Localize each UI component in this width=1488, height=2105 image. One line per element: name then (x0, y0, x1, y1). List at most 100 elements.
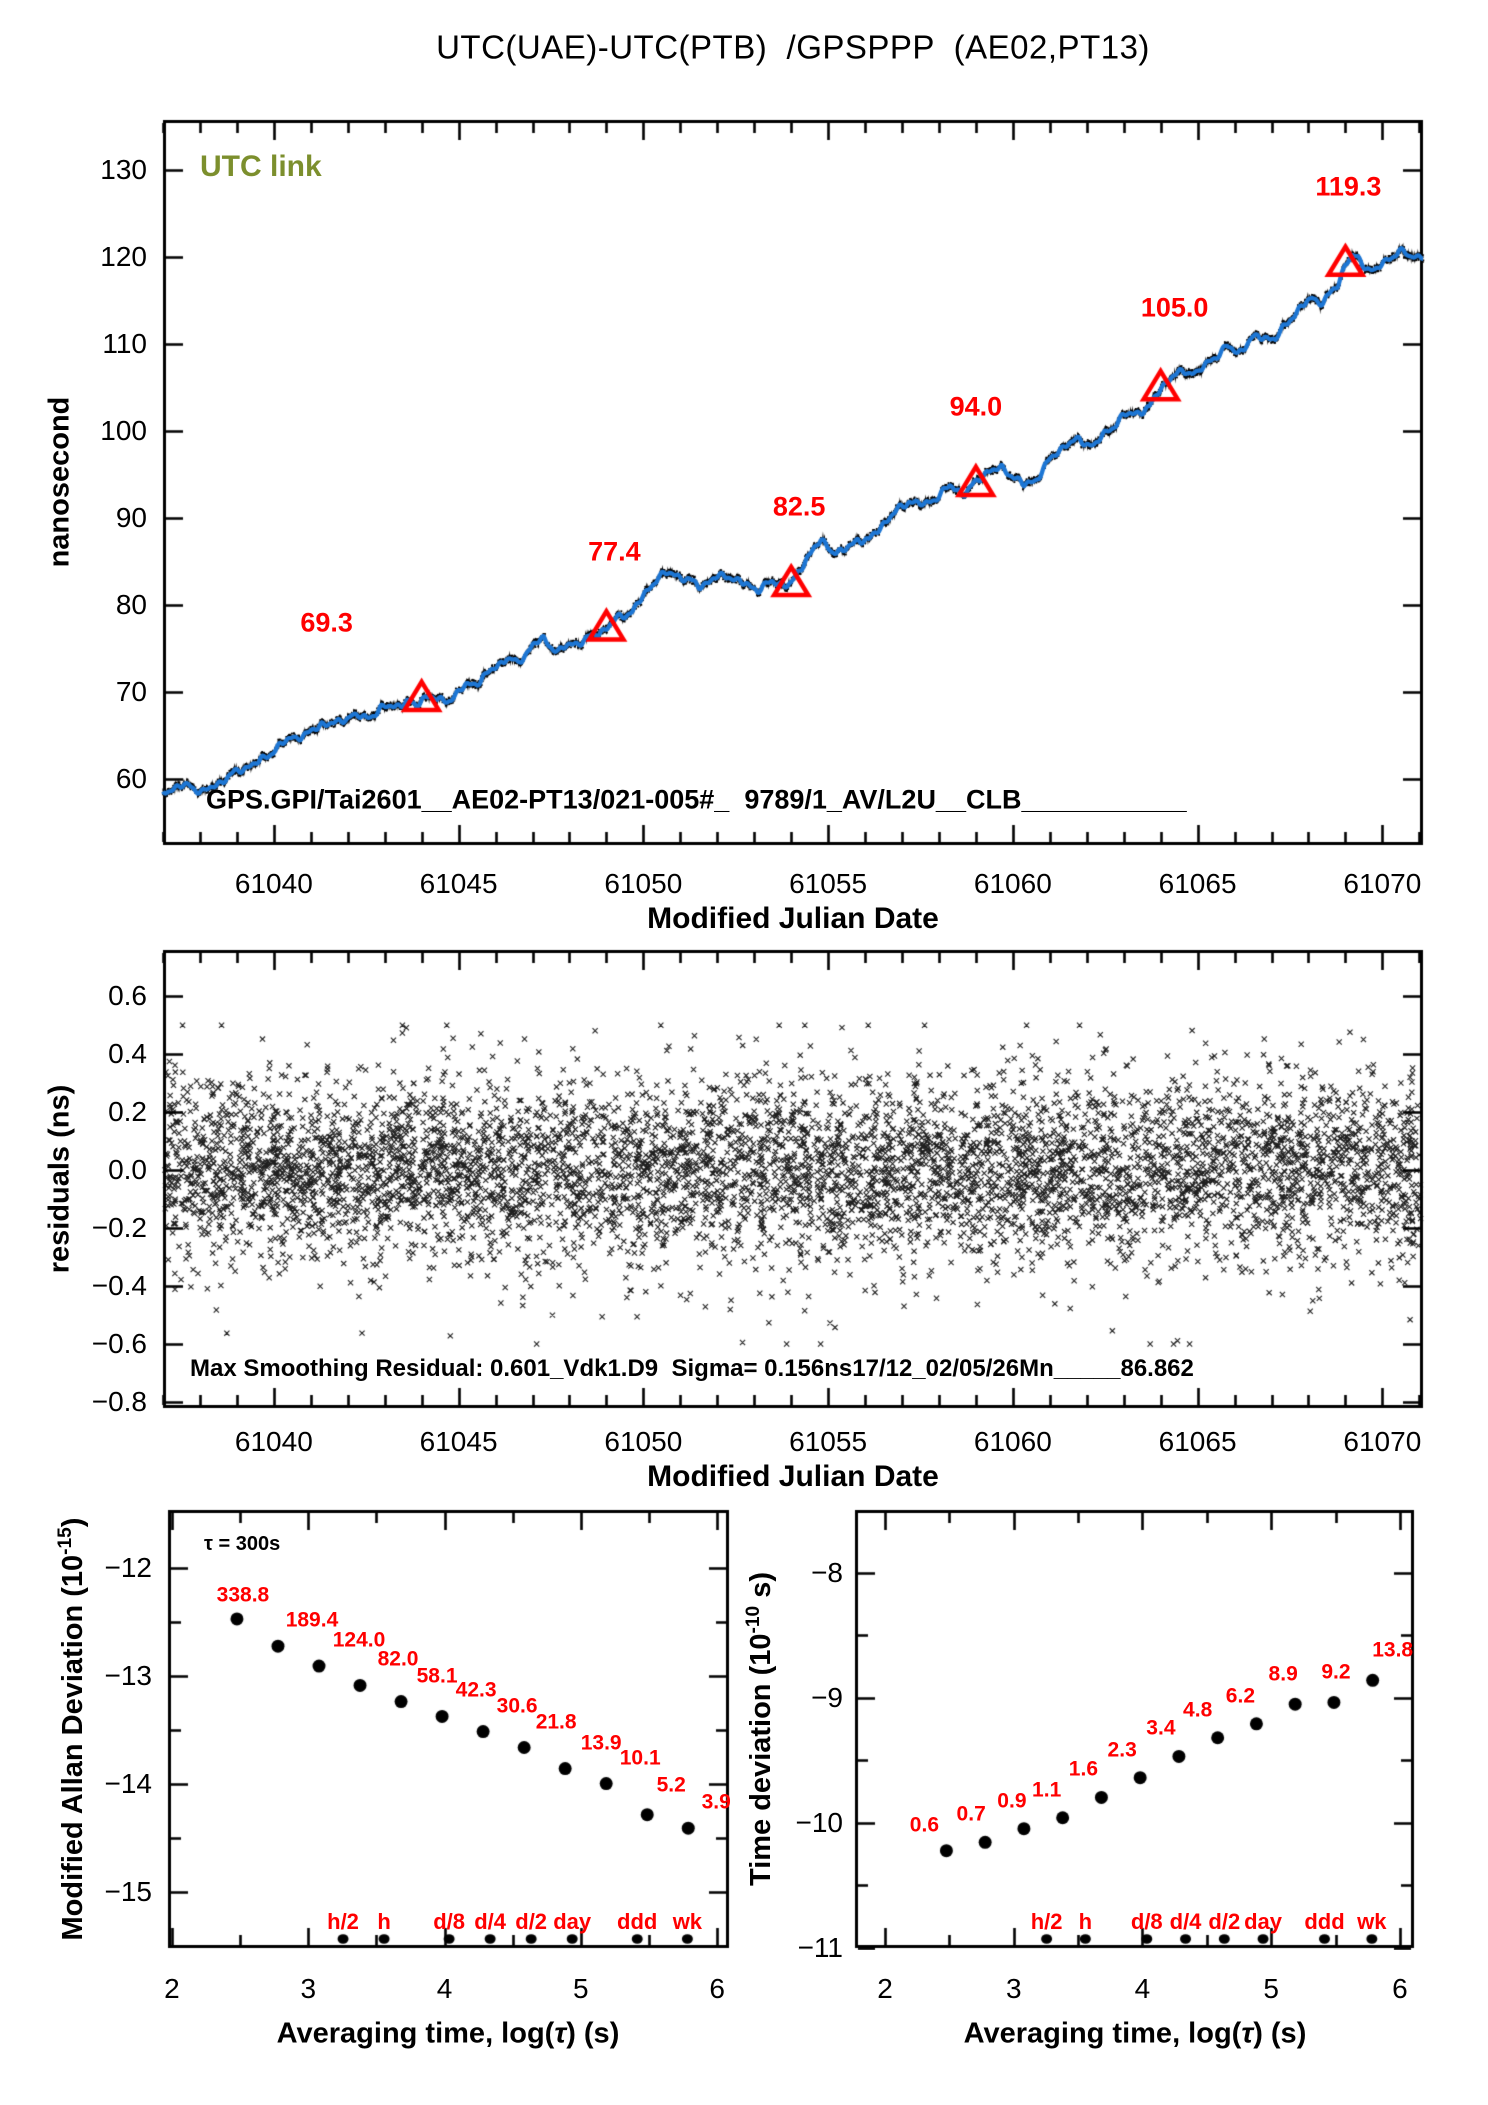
phase-xtick-61045: 61045 (419, 868, 498, 899)
tdev-timescale-label-day: day (1244, 1909, 1283, 1934)
tau-symbol: τ (554, 2017, 567, 2050)
phase-inline-note: GPS.GPI/Tai2601__AE02-PT13/021-005#_ 978… (206, 784, 1187, 815)
phase-ytick-110: 110 (102, 327, 147, 359)
phase-ytick-60: 60 (115, 762, 147, 794)
tdev-xaxis-title: Averaging time, log(τ) (s) (963, 2017, 1307, 2050)
residuals-chart-canvas (161, 948, 1425, 1410)
residuals-ytick--0.8: −0.8 (91, 1385, 147, 1417)
mdev-point-label-189.4: 189.4 (285, 1608, 339, 1632)
mdev-xtick-5: 5 (573, 1973, 589, 2004)
phase-ytick-90: 90 (115, 501, 147, 533)
residuals-xtick-61045: 61045 (419, 1426, 498, 1457)
phase-xtick-61065: 61065 (1158, 868, 1237, 899)
phase-ytick-100: 100 (100, 414, 147, 446)
residuals-xtick-61040: 61040 (234, 1426, 313, 1457)
phase-xtick-61040: 61040 (234, 868, 313, 899)
tau-symbol: τ (1241, 2017, 1254, 2050)
tdev-yaxis-title: Time deviation (10-10 s) (743, 1572, 777, 1886)
residuals-xaxis-title: Modified Julian Date (647, 1460, 939, 1493)
mdev-xaxis-title: Averaging time, log(τ) (s) (276, 2017, 620, 2050)
mdev-point-label-58.1: 58.1 (416, 1664, 458, 1688)
residuals-xtick-61060: 61060 (973, 1426, 1052, 1457)
mdev-point-label-42.3: 42.3 (455, 1678, 497, 1702)
phase-ytick-120: 120 (100, 240, 147, 272)
phase-marker-label-105.0: 105.0 (1140, 292, 1209, 323)
tdev-chart-canvas (853, 1508, 1416, 1950)
mdev-timescale-label-wk: wk (672, 1909, 703, 1934)
mdev-point-label-13.9: 13.9 (580, 1731, 622, 1755)
tdev-ytick--10: −10 (795, 1806, 844, 1838)
tdev-point-label-9.2: 9.2 (1321, 1660, 1351, 1684)
mdev-point-label-5.2: 5.2 (656, 1773, 686, 1797)
residuals-xtick-61055: 61055 (789, 1426, 868, 1457)
residuals-ytick-0.4: 0.4 (108, 1038, 147, 1070)
page-title: UTC(UAE)-UTC(PTB) /GPSPPP (AE02,PT13) (436, 28, 1150, 66)
mdev-timescale-label-d/4: d/4 (474, 1909, 507, 1934)
mdev-timescale-label-d/2: d/2 (515, 1909, 548, 1934)
tdev-point-label-0.6: 0.6 (909, 1813, 940, 1837)
tdev-timescale-label-h: h (1078, 1909, 1093, 1934)
residuals-ytick-0: 0.0 (108, 1154, 147, 1186)
tdev-point-label-1.1: 1.1 (1032, 1778, 1062, 1802)
mdev-ytick--12: −12 (104, 1552, 153, 1584)
tdev-point-label-0.9: 0.9 (997, 1789, 1027, 1813)
phase-marker-label-77.4: 77.4 (588, 536, 641, 567)
phase-xtick-61060: 61060 (973, 868, 1052, 899)
mdev-tau-note: τ = 300s (204, 1533, 281, 1555)
residuals-ytick--0.2: −0.2 (91, 1212, 147, 1244)
mdev-yaxis-title: Modified Allan Deviation (10-15) (55, 1517, 89, 1941)
phase-yaxis-title: nanosecond (43, 396, 76, 568)
residuals-xtick-61050: 61050 (604, 1426, 683, 1457)
tdev-point-label-2.3: 2.3 (1107, 1738, 1137, 1762)
tdev-point-label-0.7: 0.7 (956, 1802, 986, 1826)
phase-marker-label-119.3: 119.3 (1315, 171, 1382, 202)
mdev-xtick-4: 4 (436, 1973, 453, 2004)
residuals-xtick-61070: 61070 (1343, 1426, 1422, 1457)
residuals-ytick--0.6: −0.6 (91, 1327, 147, 1359)
residuals-ytick-0.6: 0.6 (108, 980, 147, 1012)
tdev-ytick--11: −11 (797, 1932, 843, 1963)
residuals-yaxis-title: residuals (ns) (43, 1084, 76, 1274)
tdev-point-label-13.8: 13.8 (1372, 1638, 1414, 1662)
residuals-ytick--0.4: −0.4 (91, 1270, 147, 1302)
phase-xaxis-title: Modified Julian Date (647, 902, 939, 935)
phase-marker-label-94.0: 94.0 (949, 391, 1003, 422)
phase-ytick-70: 70 (115, 675, 147, 707)
mdev-point-label-21.8: 21.8 (535, 1710, 577, 1733)
tdev-timescale-label-d/8: d/8 (1130, 1909, 1163, 1934)
mdev-timescale-label-day: day (553, 1909, 592, 1934)
mdev-point-label-338.8: 338.8 (216, 1583, 270, 1607)
phase-ytick-80: 80 (115, 588, 147, 620)
mdev-ytick--15: −15 (104, 1875, 153, 1907)
mdev-timescale-label-h: h (377, 1909, 391, 1934)
tdev-xtick-6: 6 (1392, 1973, 1408, 2004)
tdev-timescale-label-wk: wk (1357, 1909, 1387, 1934)
tdev-timescale-label-ddd: ddd (1304, 1909, 1345, 1934)
tdev-xtick-5: 5 (1263, 1973, 1280, 2004)
mdev-xtick-2: 2 (164, 1973, 180, 2004)
mdev-xtick-3: 3 (300, 1973, 317, 2004)
tdev-timescale-label-d/2: d/2 (1208, 1909, 1241, 1934)
tdev-point-label-8.9: 8.9 (1268, 1662, 1298, 1686)
phase-xtick-61050: 61050 (604, 868, 683, 899)
mdev-ytick--13: −13 (104, 1660, 153, 1692)
residuals-xtick-61065: 61065 (1158, 1426, 1237, 1457)
tdev-timescale-label-d/4: d/4 (1169, 1909, 1202, 1934)
tdev-ytick--9: −9 (811, 1681, 843, 1713)
mdev-point-label-30.6: 30.6 (496, 1694, 538, 1718)
tdev-xtick-3: 3 (1005, 1973, 1022, 2004)
mdev-xtick-6: 6 (709, 1973, 725, 2004)
utc-link-legend: UTC link (200, 150, 322, 183)
mdev-timescale-label-ddd: ddd (617, 1909, 658, 1934)
mdev-ytick--14: −14 (104, 1768, 153, 1800)
mdev-point-label-82.0: 82.0 (377, 1647, 419, 1671)
tdev-timescale-label-h/2: h/2 (1030, 1909, 1063, 1934)
tdev-point-label-3.4: 3.4 (1146, 1716, 1176, 1740)
residuals-ytick-0.2: 0.2 (108, 1096, 147, 1128)
phase-ytick-130: 130 (100, 153, 147, 185)
tdev-xtick-4: 4 (1134, 1973, 1151, 2004)
residuals-note: Max Smoothing Residual: 0.601_Vdk1.D9 Si… (190, 1355, 1194, 1382)
tdev-ytick--8: −8 (811, 1556, 843, 1588)
mdev-point-label-3.9: 3.9 (701, 1790, 731, 1814)
phase-marker-label-82.5: 82.5 (772, 491, 826, 522)
